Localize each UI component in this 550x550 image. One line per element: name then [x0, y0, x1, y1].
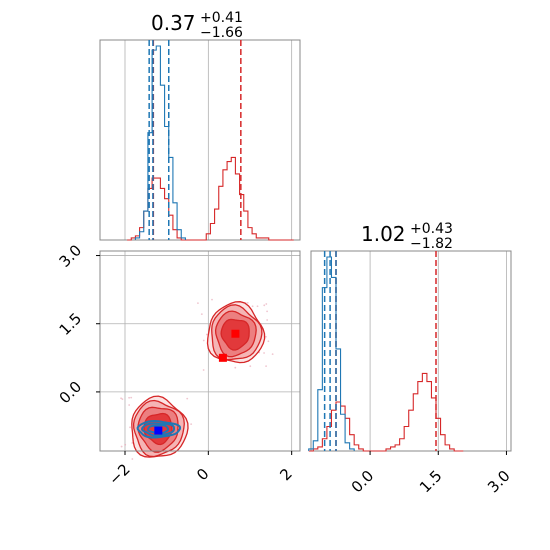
marginal-y-histogram: 0.0 1.5 3.0	[308, 250, 514, 497]
joint-sample-point	[263, 304, 266, 307]
joint-truth-marker-blue-2	[154, 426, 163, 435]
joint-ytick-label-2: 0.0	[56, 378, 86, 408]
joint-sample-point	[130, 396, 133, 399]
joint-sample-point	[205, 333, 208, 336]
joint-sample-point	[249, 365, 252, 368]
joint-sample-point	[271, 353, 274, 355]
title-y-main: 1.02	[361, 222, 406, 246]
title-x-sup: +0.41	[200, 10, 243, 26]
title-y-sub: −1.82	[410, 236, 453, 252]
joint-sample-point	[266, 319, 269, 321]
joint-sample-point	[120, 445, 123, 448]
joint-sample-point	[131, 458, 134, 460]
marginal-x-frame	[99, 39, 301, 241]
joint-contour-plot: −2 0 2 3.0 1.5 0.0	[56, 241, 301, 489]
joint-ytick-label-0: 3.0	[56, 241, 86, 271]
joint-sample-point	[121, 398, 124, 401]
joint-sample-point	[197, 302, 199, 305]
joint-sample-point	[128, 404, 131, 406]
joint-frame	[99, 250, 301, 452]
joint-sample-point	[211, 298, 213, 301]
marginal-y-xtick-label-2: 3.0	[484, 467, 514, 497]
joint-blue-contour-2	[147, 424, 170, 435]
marginal-y-xtick-label-0: 0.0	[348, 467, 378, 497]
joint-blue-contour-0	[136, 419, 182, 439]
joint-sample-point	[234, 366, 237, 369]
marginal-x-hist-red	[127, 156, 294, 241]
joint-sample-point	[265, 365, 267, 367]
title-y: 1.02 +0.43 −1.82	[361, 221, 453, 252]
joint-truth-marker-red-0	[231, 329, 240, 338]
joint-sample-point	[186, 397, 189, 400]
title-x: 0.37 +0.41 −1.66	[151, 10, 243, 41]
joint-sample-point	[120, 397, 122, 400]
joint-sample-point	[128, 396, 131, 399]
joint-sample-point	[266, 310, 268, 313]
marginal-y-hist-blue	[308, 256, 355, 451]
joint-sample-point	[124, 443, 127, 446]
joint-sample-point	[190, 423, 193, 426]
joint-xtick-label-0: −2	[105, 460, 133, 488]
joint-xtick-label-1: 0	[193, 465, 212, 484]
title-y-sup: +0.43	[410, 221, 453, 237]
joint-xtick-label-2: 2	[276, 465, 295, 484]
joint-sample-point	[256, 305, 259, 308]
marginal-y-frame	[310, 250, 512, 452]
marginal-x-histogram	[99, 39, 301, 241]
joint-sample-point	[246, 301, 249, 304]
marginal-x-hist-blue	[134, 45, 186, 240]
joint-sample-point	[129, 426, 131, 429]
marginal-y-hist-red	[308, 372, 464, 452]
title-x-sub: −1.66	[200, 25, 243, 41]
marginal-y-xtick-label-1: 1.5	[416, 467, 446, 497]
joint-blue-contour-1	[140, 422, 175, 437]
joint-ytick-label-1: 1.5	[56, 309, 86, 339]
joint-sample-point	[202, 369, 205, 371]
joint-sample-point	[200, 313, 203, 316]
joint-sample-point	[202, 339, 205, 342]
joint-sample-point	[265, 303, 268, 305]
joint-truth-marker-red-1	[218, 353, 227, 362]
joint-sample-point	[131, 442, 134, 444]
joint-sample-point	[267, 340, 270, 343]
joint-sample-point	[263, 352, 265, 354]
title-x-main: 0.37	[151, 11, 196, 35]
joint-sample-point	[251, 305, 254, 308]
joint-sample-point	[265, 335, 267, 338]
